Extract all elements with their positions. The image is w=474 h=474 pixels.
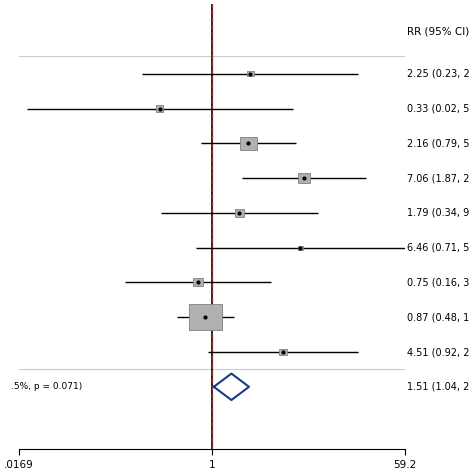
Bar — [235, 209, 245, 217]
Bar — [189, 304, 222, 330]
Text: RR (95% CI): RR (95% CI) — [407, 27, 469, 37]
Bar — [279, 349, 287, 355]
Text: 1.51 (1.04, 2: 1.51 (1.04, 2 — [407, 382, 470, 392]
Text: 0.75 (0.16, 3: 0.75 (0.16, 3 — [407, 277, 470, 287]
Text: 7.06 (1.87, 2: 7.06 (1.87, 2 — [407, 173, 470, 183]
Bar — [247, 71, 254, 76]
Text: 4.51 (0.92, 2: 4.51 (0.92, 2 — [407, 347, 470, 357]
Text: 2.25 (0.23, 2: 2.25 (0.23, 2 — [407, 69, 470, 79]
Text: 2.16 (0.79, 5: 2.16 (0.79, 5 — [407, 138, 470, 148]
Polygon shape — [214, 374, 249, 400]
Text: 1.79 (0.34, 9: 1.79 (0.34, 9 — [407, 208, 469, 218]
Text: 6.46 (0.71, 5: 6.46 (0.71, 5 — [407, 243, 470, 253]
Bar — [240, 137, 256, 150]
Bar — [299, 173, 310, 183]
Text: .5%, p = 0.071): .5%, p = 0.071) — [11, 383, 82, 392]
Text: 0.87 (0.48, 1: 0.87 (0.48, 1 — [407, 312, 469, 322]
Text: 0.33 (0.02, 5: 0.33 (0.02, 5 — [407, 103, 470, 113]
Bar — [298, 246, 303, 250]
Bar — [155, 105, 164, 112]
Bar — [193, 279, 203, 286]
